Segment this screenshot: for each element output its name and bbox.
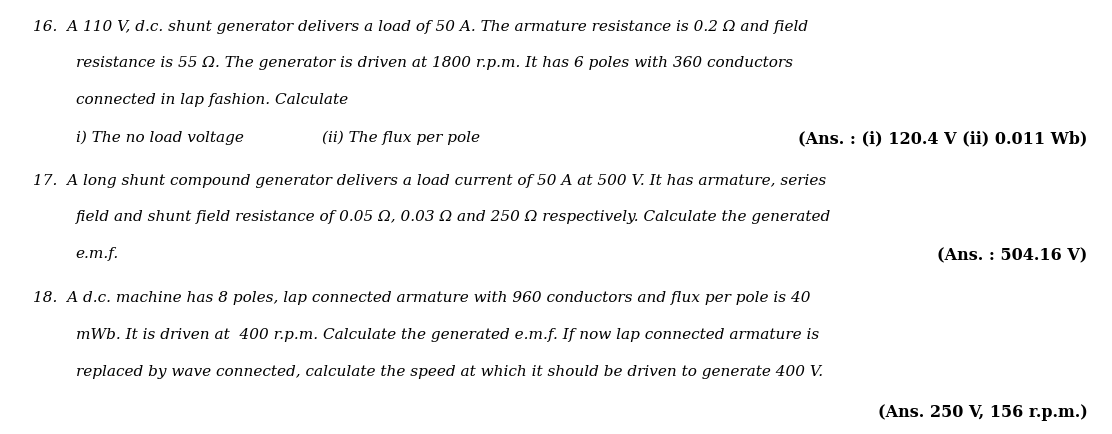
Text: (ii) The flux per pole: (ii) The flux per pole <box>322 130 480 145</box>
Text: 18.  A d.c. machine has 8 poles, lap connected armature with 960 conductors and : 18. A d.c. machine has 8 poles, lap conn… <box>33 291 811 305</box>
Text: (Ans. 250 V, 156 r.p.m.): (Ans. 250 V, 156 r.p.m.) <box>877 404 1088 421</box>
Text: replaced by wave connected, calculate the speed at which it should be driven to : replaced by wave connected, calculate th… <box>76 365 823 378</box>
Text: (Ans. : 504.16 V): (Ans. : 504.16 V) <box>937 247 1088 264</box>
Text: i) The no load voltage: i) The no load voltage <box>76 130 244 145</box>
Text: e.m.f.: e.m.f. <box>76 247 119 261</box>
Text: mWb. It is driven at  400 r.p.m. Calculate the generated e.m.f. If now lap conne: mWb. It is driven at 400 r.p.m. Calculat… <box>76 328 818 342</box>
Text: 16.  A 110 V, d.c. shunt generator delivers a load of 50 A. The armature resista: 16. A 110 V, d.c. shunt generator delive… <box>33 20 808 33</box>
Text: 17.  A long shunt compound generator delivers a load current of 50 A at 500 V. I: 17. A long shunt compound generator deli… <box>33 174 826 187</box>
Text: resistance is 55 Ω. The generator is driven at 1800 r.p.m. It has 6 poles with 3: resistance is 55 Ω. The generator is dri… <box>76 56 793 70</box>
Text: connected in lap fashion. Calculate: connected in lap fashion. Calculate <box>76 93 348 107</box>
Text: (Ans. : (i) 120.4 V (ii) 0.011 Wb): (Ans. : (i) 120.4 V (ii) 0.011 Wb) <box>798 130 1088 147</box>
Text: field and shunt field resistance of 0.05 Ω, 0.03 Ω and 250 Ω respectively. Calcu: field and shunt field resistance of 0.05… <box>76 210 831 224</box>
